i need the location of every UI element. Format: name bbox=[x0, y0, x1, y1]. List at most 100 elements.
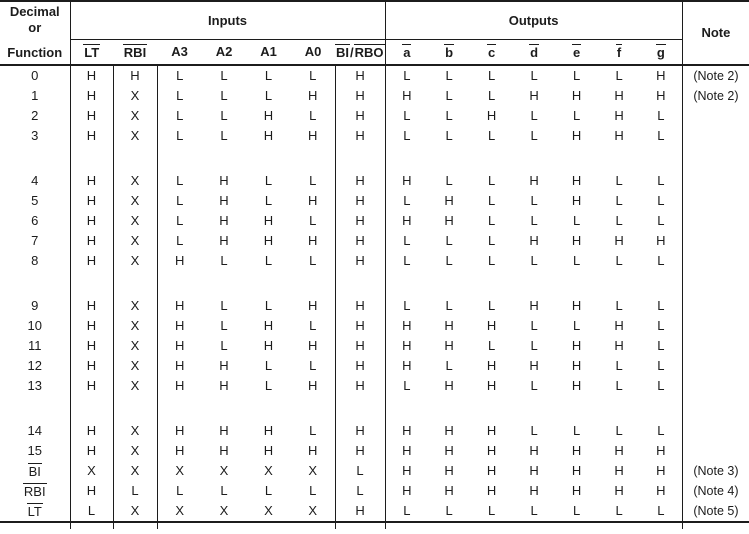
spacer-row bbox=[0, 270, 749, 296]
output-cell: L bbox=[530, 193, 538, 208]
output-cell: H bbox=[402, 318, 412, 333]
input-cell: L bbox=[176, 233, 184, 248]
output-cell: L bbox=[640, 295, 683, 316]
output-cell bbox=[598, 146, 640, 171]
output-cell: H bbox=[571, 88, 582, 103]
decimal-header-line2: or bbox=[28, 20, 42, 36]
output-cell: L bbox=[487, 253, 496, 268]
output-cell: L bbox=[403, 128, 411, 143]
output-cell bbox=[555, 522, 598, 529]
input-cell bbox=[202, 396, 246, 421]
overlined-text: RBO bbox=[353, 43, 385, 60]
input-cell: H bbox=[70, 250, 114, 271]
output-cell bbox=[640, 521, 683, 529]
input-cell: X bbox=[157, 500, 202, 523]
input-cell: H bbox=[175, 253, 185, 268]
input-cell: H bbox=[175, 378, 185, 393]
input-cell: H bbox=[291, 375, 336, 396]
output-cell: H bbox=[529, 173, 539, 188]
output-cell: L bbox=[572, 213, 581, 228]
input-cell bbox=[291, 145, 336, 171]
output-column-header: g bbox=[640, 39, 683, 66]
input-cell: H bbox=[335, 375, 386, 396]
input-cell bbox=[70, 270, 114, 296]
note-cell bbox=[682, 336, 749, 356]
note-cell bbox=[682, 271, 749, 296]
input-cell: L bbox=[176, 173, 184, 188]
table-row: 10 H X H L H L H H H H L L H L bbox=[0, 315, 749, 336]
output-cell: L bbox=[640, 125, 683, 146]
output-cell bbox=[385, 396, 428, 421]
input-cell: L bbox=[264, 173, 273, 188]
plain-text: 4 bbox=[31, 173, 39, 188]
output-cell: H bbox=[571, 233, 582, 248]
input-cell: X bbox=[175, 463, 185, 478]
input-cell: L bbox=[264, 88, 273, 103]
input-cell bbox=[246, 146, 291, 171]
output-column-header: c bbox=[470, 39, 514, 66]
output-column-header: a bbox=[385, 39, 429, 66]
input-cell: H bbox=[335, 190, 386, 211]
output-cell: H bbox=[571, 338, 582, 353]
input-cell: H bbox=[175, 423, 185, 438]
input-cell bbox=[291, 395, 336, 421]
input-cell bbox=[335, 521, 386, 529]
output-cell: L bbox=[572, 68, 581, 83]
input-cell: H bbox=[263, 233, 274, 248]
output-cell bbox=[428, 146, 470, 171]
output-cell: H bbox=[444, 338, 454, 353]
input-cell: X bbox=[246, 500, 291, 523]
input-cell: L bbox=[176, 88, 184, 103]
output-cell bbox=[470, 522, 513, 529]
input-cell: L bbox=[264, 253, 273, 268]
output-cell: L bbox=[615, 378, 623, 393]
input-cell: L bbox=[291, 250, 336, 271]
input-cell bbox=[202, 271, 246, 296]
note-cell bbox=[682, 251, 749, 271]
input-cell: L bbox=[264, 483, 273, 498]
output-cell: H bbox=[614, 108, 624, 123]
output-cell: H bbox=[571, 128, 582, 143]
output-cell: H bbox=[486, 358, 497, 373]
output-cell: L bbox=[445, 358, 453, 373]
output-cell: L bbox=[530, 338, 538, 353]
input-cell: H bbox=[70, 480, 114, 501]
output-cell: H bbox=[402, 213, 412, 228]
output-cell bbox=[640, 270, 683, 296]
output-cell: L bbox=[598, 500, 641, 523]
row-label: 9 bbox=[0, 295, 71, 316]
note-text: (Note 5) bbox=[693, 504, 739, 518]
plain-text: 13 bbox=[27, 378, 42, 393]
output-cell: H bbox=[571, 463, 582, 478]
output-cell: L bbox=[615, 253, 623, 268]
plain-text: 12 bbox=[27, 358, 42, 373]
input-cell: H bbox=[175, 318, 185, 333]
output-cell: H bbox=[571, 483, 582, 498]
output-column-header: b bbox=[428, 39, 471, 66]
table-row: 1 H X L L L H H H L L H H H H (Note 2) bbox=[0, 85, 749, 106]
input-cell: H bbox=[219, 378, 229, 393]
input-cell: L bbox=[264, 358, 273, 373]
row-label: 3 bbox=[0, 125, 71, 146]
output-cell: H bbox=[640, 85, 683, 106]
input-column-header: A3 bbox=[157, 39, 202, 66]
plain-text: 15 bbox=[27, 443, 42, 458]
row-label bbox=[0, 270, 71, 296]
input-cell: L bbox=[220, 68, 228, 83]
output-cell: H bbox=[571, 443, 582, 458]
input-cell: X bbox=[291, 500, 336, 523]
input-cell: L bbox=[335, 460, 386, 481]
input-cell: L bbox=[176, 128, 184, 143]
input-cell: H bbox=[70, 230, 114, 251]
input-cell: H bbox=[70, 420, 114, 441]
input-cell: L bbox=[220, 298, 228, 313]
output-cell: L bbox=[572, 318, 581, 333]
output-cell: L bbox=[640, 335, 683, 356]
row-label: BI bbox=[0, 460, 71, 481]
input-cell bbox=[246, 396, 291, 421]
row-label: 6 bbox=[0, 210, 71, 231]
output-cell bbox=[385, 522, 428, 529]
note-header: Note bbox=[682, 1, 749, 66]
input-cell: H bbox=[335, 500, 386, 523]
